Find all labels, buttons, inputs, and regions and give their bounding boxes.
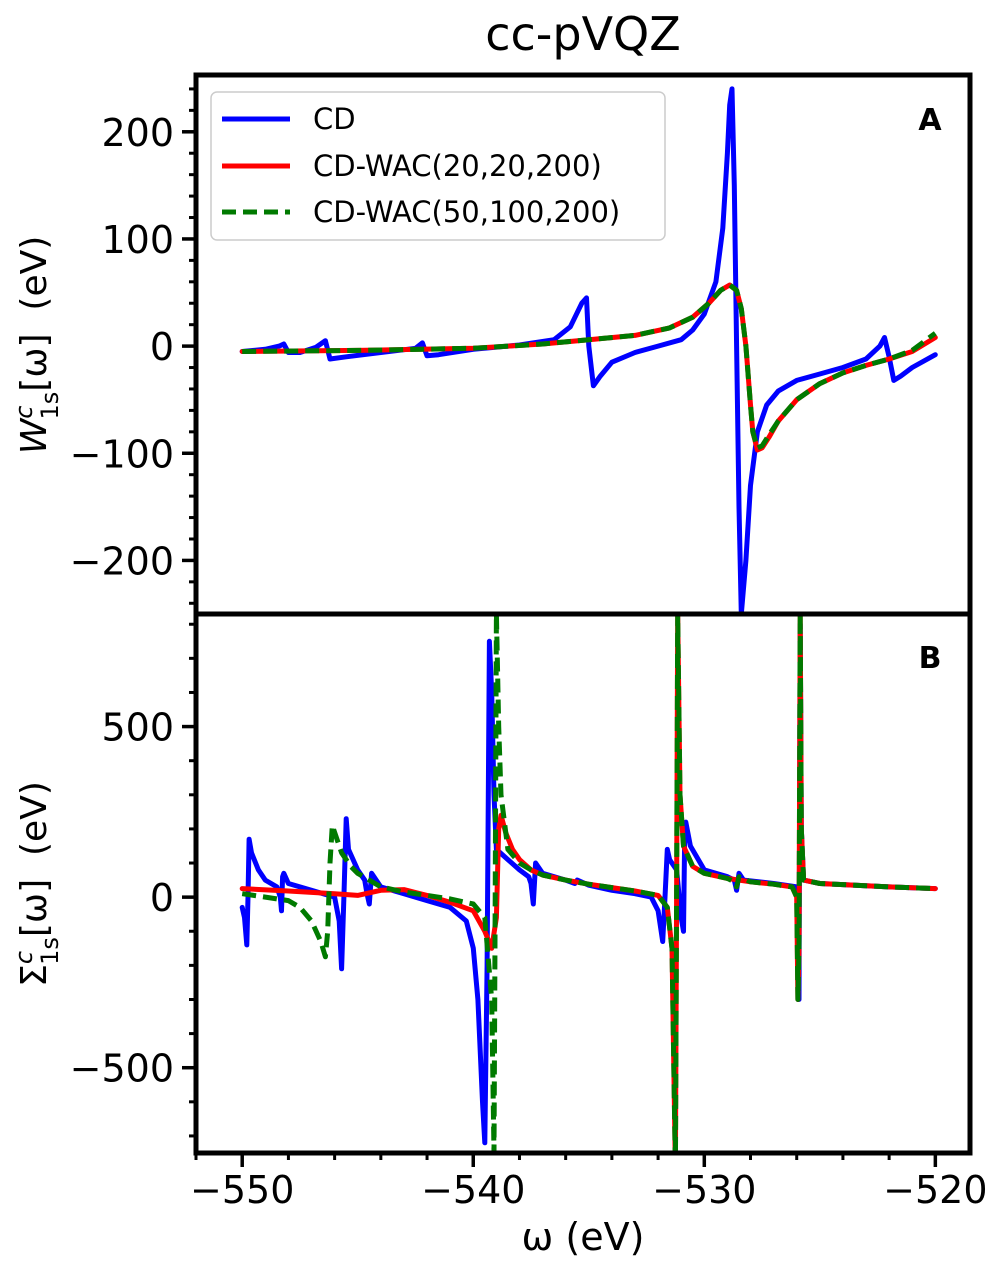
legend-box: [210, 91, 666, 241]
panel-b-ylabel-sub: 1s: [36, 937, 64, 965]
panel-b-ytick-label: 500: [101, 706, 174, 750]
panel-a-series-cd: [239, 86, 938, 614]
figure-title: cc-pVQZ: [485, 7, 681, 61]
panel-b-ylabel-tail: [ω] (eV): [14, 781, 55, 937]
panel-b-ylabel-sup: c: [10, 951, 38, 964]
legend: CD CD-WAC(20,20,200) CD-WAC(50,100,200): [210, 91, 666, 241]
panel-b-ylabel: Σc1s[ω] (eV): [10, 781, 64, 987]
svg-text:Wc1s[ω] (eV): Wc1s[ω] (eV): [10, 236, 64, 455]
legend-label-wac2: CD-WAC(50,100,200): [313, 195, 620, 229]
panel-b-ytick-label: −500: [70, 1047, 174, 1091]
panel-a-ylabel-main: W: [14, 417, 55, 454]
panel-a-tag: A: [918, 103, 942, 138]
panel-a-ytick-label: 100: [101, 218, 174, 262]
svg-text:Σc1s[ω] (eV): Σc1s[ω] (eV): [10, 781, 64, 987]
panel-b-xtick-label: −550: [190, 1168, 294, 1212]
panel-b: 500 0 −500 −550 −540 −530 −520 B Σc1s[ω] (eV)…: [10, 611, 988, 1259]
panel-b-ylabel-main: Σ: [14, 964, 55, 987]
panel-b-series-wac2: [241, 614, 936, 1153]
panel-a: 200 100 0 −100 −200 A Wc1s[ω] (eV) CD CD-WAC…: [10, 72, 973, 617]
panel-b-xlabel: ω (eV): [522, 1215, 645, 1259]
panel-b-xtick-label: −520: [883, 1168, 987, 1212]
panel-b-series-wac1: [239, 614, 938, 1153]
panel-a-ytick-label: 0: [150, 325, 174, 369]
panel-a-series-wac2: [242, 282, 937, 451]
panel-a-ytick-label: 200: [101, 111, 174, 155]
panel-a-ylabel-tail: [ω] (eV): [14, 236, 55, 392]
legend-label-cd: CD: [313, 102, 356, 136]
panel-a-ytick-label: −200: [70, 539, 174, 583]
panel-b-xtick-label: −530: [652, 1168, 756, 1212]
panel-b-tag: B: [919, 641, 942, 676]
panel-a-ylabel-sub: 1s: [36, 392, 64, 420]
panel-a-ytick-label: −100: [70, 432, 174, 476]
legend-label-wac1: CD-WAC(20,20,200): [313, 149, 602, 183]
panel-b-frame: [193, 611, 973, 1156]
panel-a-ylabel-sup: c: [10, 405, 38, 418]
panel-b-ytick-label: 0: [150, 876, 174, 920]
panel-a-ylabel: Wc1s[ω] (eV): [10, 236, 64, 455]
panel-b-xtick-label: −540: [421, 1168, 525, 1212]
